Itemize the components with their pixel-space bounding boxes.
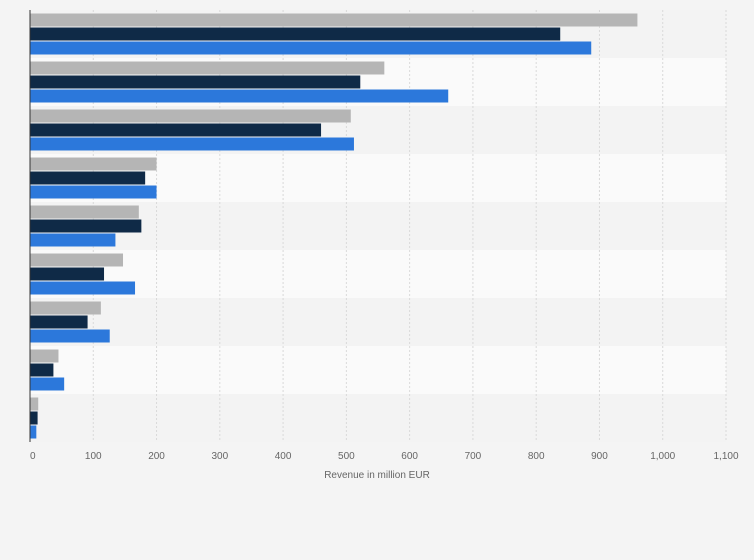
x-tick-label-1100: 1,100 [713,451,738,462]
category-band-7 [30,346,726,394]
bar-cat0-series2[interactable] [30,41,592,55]
x-axis-title: Revenue in million EUR [324,470,430,481]
bar-cat2-series0[interactable] [30,109,351,123]
x-tick-label-1000: 1,000 [650,451,675,462]
x-tick-label-700: 700 [465,451,482,462]
bar-cat1-series1[interactable] [30,75,361,89]
category-band-5 [30,250,726,298]
bar-cat5-series1[interactable] [30,267,105,281]
bar-cat1-series2[interactable] [30,89,449,103]
bar-cat7-series0[interactable] [30,349,59,363]
x-tick-label-200: 200 [148,451,165,462]
bar-cat2-series2[interactable] [30,137,354,151]
bar-cat2-series1[interactable] [30,123,322,137]
x-tick-label-500: 500 [338,451,355,462]
bar-cat4-series2[interactable] [30,233,116,247]
bar-cat0-series1[interactable] [30,27,561,41]
bar-cat3-series0[interactable] [30,157,157,171]
bar-cat8-series2[interactable] [30,425,37,439]
bar-cat4-series1[interactable] [30,219,142,233]
bar-cat3-series1[interactable] [30,171,146,185]
bar-cat7-series1[interactable] [30,363,54,377]
x-tick-label-100: 100 [85,451,102,462]
x-tick-label-400: 400 [275,451,292,462]
x-tick-label-800: 800 [528,451,545,462]
bar-cat5-series0[interactable] [30,253,124,267]
bar-cat7-series2[interactable] [30,377,65,391]
bar-cat4-series0[interactable] [30,205,139,219]
category-bands [30,10,726,442]
bar-cat8-series1[interactable] [30,411,38,425]
x-tick-label-900: 900 [591,451,608,462]
bar-cat1-series0[interactable] [30,61,385,75]
x-tick-label-600: 600 [401,451,418,462]
bar-cat3-series2[interactable] [30,185,157,199]
category-band-4 [30,202,726,250]
bars [30,13,638,439]
x-tick-label-300: 300 [211,451,228,462]
bar-cat8-series0[interactable] [30,397,39,411]
bar-cat5-series2[interactable] [30,281,136,295]
bar-cat6-series2[interactable] [30,329,110,343]
category-band-8 [30,394,726,442]
bar-cat0-series0[interactable] [30,13,638,27]
x-tick-label-0: 0 [30,451,36,462]
x-tick-labels: 0 100 200 300 400 500 600 700 800 900 1,000 1,100 [30,451,739,462]
bar-cat6-series1[interactable] [30,315,88,329]
bar-cat6-series0[interactable] [30,301,101,315]
category-band-6 [30,298,726,346]
